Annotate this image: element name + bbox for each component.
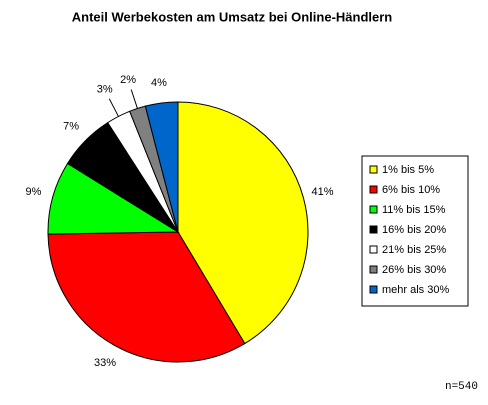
legend-label: 21% bis 25% bbox=[382, 244, 446, 256]
value-label: 33% bbox=[94, 357, 116, 369]
legend-swatch bbox=[369, 265, 378, 274]
legend-swatch bbox=[369, 185, 378, 194]
legend-label: 16% bis 20% bbox=[382, 224, 446, 236]
pie-slice bbox=[144, 101, 179, 233]
legend-label: 26% bis 30% bbox=[382, 264, 446, 276]
value-label: 2% bbox=[120, 74, 136, 86]
legend-label: 1% bis 5% bbox=[382, 164, 434, 176]
value-label: 7% bbox=[63, 121, 79, 133]
value-label: 4% bbox=[151, 77, 167, 89]
pie-slice bbox=[47, 231, 246, 363]
chart-title: Anteil Werbekosten am Umsatz bei Online-… bbox=[72, 9, 393, 24]
sample-note: n=540 bbox=[445, 381, 478, 393]
legend-box bbox=[361, 155, 469, 307]
legend-label: 11% bis 15% bbox=[382, 204, 446, 216]
leader-line bbox=[130, 89, 138, 109]
legend-swatch bbox=[369, 205, 378, 214]
legend-swatch bbox=[369, 165, 378, 174]
pie-slice bbox=[177, 101, 309, 345]
leader-line bbox=[108, 98, 119, 117]
legend-swatch bbox=[369, 245, 378, 254]
legend-label: 6% bis 10% bbox=[382, 184, 440, 196]
legend-swatch bbox=[369, 225, 378, 234]
legend-label: mehr als 30% bbox=[382, 284, 449, 296]
value-label: 3% bbox=[97, 84, 113, 96]
value-label: 9% bbox=[25, 186, 41, 198]
value-label: 41% bbox=[312, 186, 334, 198]
legend-swatch bbox=[369, 285, 378, 294]
